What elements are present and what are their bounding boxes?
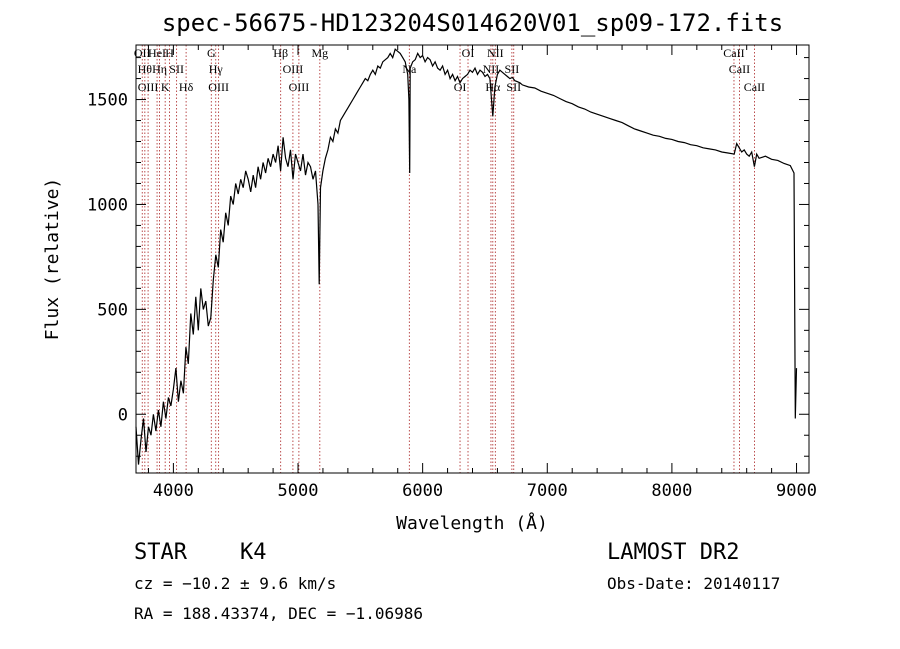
spectral-line-label: OIII xyxy=(283,62,304,76)
spectral-line-label: OIII xyxy=(138,80,159,94)
y-tick-label: 0 xyxy=(118,405,128,425)
spectral-line-label: SII xyxy=(506,80,521,94)
spectral-line-label: Mg xyxy=(311,46,328,60)
spectral-line-label: Hη xyxy=(152,62,167,76)
observation-date: Obs-Date: 20140117 xyxy=(607,574,781,593)
object-class: STAR xyxy=(134,540,187,565)
x-tick-label: 7000 xyxy=(527,481,568,501)
redshift-cz: cz = −10.2 ± 9.6 km/s xyxy=(134,574,337,593)
survey-name: LAMOST DR2 xyxy=(607,540,740,565)
x-tick-label: 9000 xyxy=(776,481,817,501)
spectral-line-label: Hβ xyxy=(273,46,288,60)
spectral-line-label: NII xyxy=(483,62,500,76)
spectral-line-label: CaII xyxy=(729,62,750,76)
plot-frame xyxy=(135,44,810,474)
spectral-line-labels: OII Hθ OIII HeI Hη K H SII Hδ G Hγ OIII Hβ OIII OIII Mg… xyxy=(134,46,765,94)
spectral-line-label: OI xyxy=(462,46,475,60)
spectral-line-label: Hγ xyxy=(209,62,224,76)
spectral-line-label: H xyxy=(165,46,174,60)
spectral-line-label: Hα xyxy=(485,80,501,94)
y-tick-label: 1000 xyxy=(87,195,128,215)
y-tick-label: 500 xyxy=(97,300,128,320)
spectral-line-label: G xyxy=(207,46,216,60)
spectral-line-label: K xyxy=(161,80,170,94)
y-tick-label: 1500 xyxy=(87,91,128,111)
x-tick-label: 4000 xyxy=(153,481,194,501)
spectral-line-label: CaII xyxy=(723,46,744,60)
spectral-line-label: HeI xyxy=(148,46,166,60)
spectral-line-label: OI xyxy=(454,80,467,94)
spectral-line-label: CaII xyxy=(744,80,765,94)
y-axis-ticks: 0 500 1000 1500 xyxy=(87,57,809,457)
coordinates: RA = 188.43374, DEC = −1.06986 xyxy=(134,604,423,623)
spectral-line-markers xyxy=(141,45,755,473)
spectral-line-label: Hθ xyxy=(138,62,153,76)
x-tick-label: 6000 xyxy=(402,481,443,501)
y-axis-label: Flux (relative) xyxy=(42,178,63,341)
object-subclass: K4 xyxy=(240,540,267,565)
spectral-line-label: NII xyxy=(487,46,504,60)
spectral-line-label: Hδ xyxy=(179,80,194,94)
spectral-line-label: SII xyxy=(169,62,184,76)
spectral-line-label: SII xyxy=(505,62,520,76)
spectral-line-label: OIII xyxy=(289,80,310,94)
chart-title: spec-56675-HD123204S014620V01_sp09-172.f… xyxy=(161,9,784,37)
spectral-line-label: OIII xyxy=(208,80,229,94)
spectrum-line xyxy=(135,48,798,465)
x-axis-ticks: 4000 5000 6000 7000 8000 9000 xyxy=(147,45,817,501)
spectral-line-label: OII xyxy=(134,46,151,60)
x-axis-label: Wavelength (Å) xyxy=(396,512,548,534)
x-tick-label: 8000 xyxy=(651,481,692,501)
x-tick-label: 5000 xyxy=(278,481,319,501)
